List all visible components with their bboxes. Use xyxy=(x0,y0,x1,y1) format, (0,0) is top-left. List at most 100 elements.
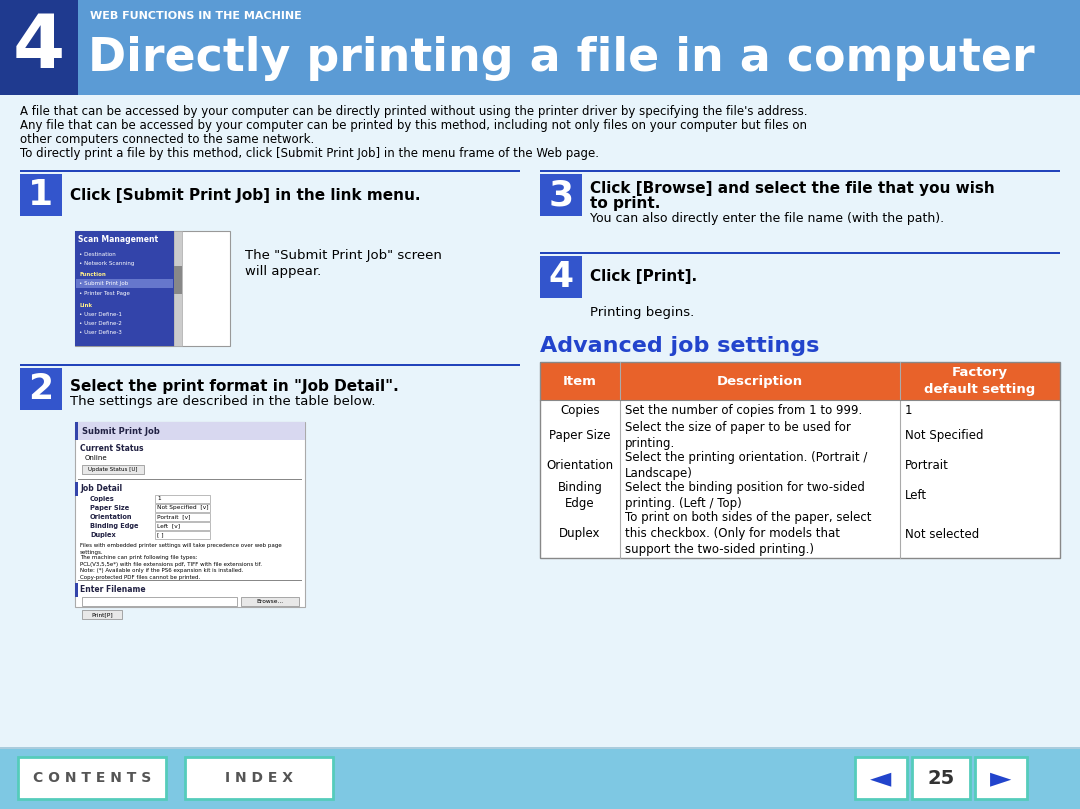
Text: Directly printing a file in a computer: Directly printing a file in a computer xyxy=(87,36,1035,81)
Text: Link: Link xyxy=(79,303,92,307)
Bar xyxy=(156,513,210,521)
Text: Files with embedded printer settings will take precedence over web page
settings: Files with embedded printer settings wil… xyxy=(80,543,282,555)
Text: Current Status: Current Status xyxy=(80,444,144,453)
Text: • User Define-2: • User Define-2 xyxy=(79,320,122,325)
Text: Print[P]: Print[P] xyxy=(91,612,113,617)
Text: Not Specified  [v]: Not Specified [v] xyxy=(157,505,208,510)
Text: 1: 1 xyxy=(157,496,161,501)
Bar xyxy=(156,522,210,530)
Text: Update Status [U]: Update Status [U] xyxy=(89,467,138,472)
Bar xyxy=(21,368,62,410)
Text: Not Specified: Not Specified xyxy=(905,429,984,442)
Bar xyxy=(0,747,1080,809)
Text: Copies: Copies xyxy=(90,496,114,502)
Bar xyxy=(82,465,144,474)
Text: will appear.: will appear. xyxy=(245,265,321,278)
Text: Advanced job settings: Advanced job settings xyxy=(540,336,820,356)
Bar xyxy=(174,265,183,294)
Text: other computers connected to the same network.: other computers connected to the same ne… xyxy=(21,133,314,146)
Text: ◄: ◄ xyxy=(870,764,892,792)
Bar xyxy=(540,252,1059,254)
Text: Click [Print].: Click [Print]. xyxy=(590,269,697,285)
Text: Duplex: Duplex xyxy=(90,532,116,538)
Text: Portrait: Portrait xyxy=(905,459,949,472)
Text: 4: 4 xyxy=(13,11,65,84)
Bar xyxy=(975,757,1027,799)
Text: Job Detail: Job Detail xyxy=(80,484,122,493)
Text: Factory
default setting: Factory default setting xyxy=(924,366,1036,396)
Text: Function: Function xyxy=(79,273,106,277)
Text: Not selected: Not selected xyxy=(905,527,980,540)
Text: Duplex: Duplex xyxy=(559,527,600,540)
Text: A file that can be accessed by your computer can be directly printed without usi: A file that can be accessed by your comp… xyxy=(21,105,808,118)
Bar xyxy=(21,174,62,216)
Bar xyxy=(82,610,122,619)
Text: The "Submit Print Job" screen: The "Submit Print Job" screen xyxy=(245,249,442,262)
Text: The machine can print following file types:
PCL(V3,5,5e*) with file extensions p: The machine can print following file typ… xyxy=(80,555,262,566)
Bar xyxy=(75,422,305,440)
Text: Paper Size: Paper Size xyxy=(550,429,611,442)
Text: • Network Scanning: • Network Scanning xyxy=(79,260,134,265)
Text: Select the print format in "Job Detail".: Select the print format in "Job Detail". xyxy=(70,379,399,394)
Bar xyxy=(21,170,519,172)
Text: Left: Left xyxy=(905,489,927,502)
Bar xyxy=(76,279,173,288)
Text: Orientation: Orientation xyxy=(546,459,613,472)
Bar xyxy=(540,480,1059,510)
Text: Left  [v]: Left [v] xyxy=(157,523,180,528)
Bar xyxy=(156,495,210,503)
Text: Scan Management: Scan Management xyxy=(78,235,158,244)
Bar xyxy=(75,231,230,346)
Bar xyxy=(540,450,1059,480)
Text: [ ]: [ ] xyxy=(157,532,164,537)
Text: To print on both sides of the paper, select
this checkbox. (Only for models that: To print on both sides of the paper, sel… xyxy=(625,511,872,557)
Text: Note: (*) Available only if the PS6 expansion kit is installed.
Copy-protected P: Note: (*) Available only if the PS6 expa… xyxy=(80,568,243,579)
Text: 4: 4 xyxy=(549,260,573,294)
Text: ►: ► xyxy=(990,764,1012,792)
Text: Description: Description xyxy=(717,375,804,388)
Text: Copies: Copies xyxy=(561,404,599,417)
Bar xyxy=(912,757,970,799)
Text: • Destination: • Destination xyxy=(79,252,116,256)
Text: • User Define-3: • User Define-3 xyxy=(79,329,122,334)
Text: Item: Item xyxy=(563,375,597,388)
Bar xyxy=(75,422,78,440)
Bar xyxy=(540,420,1059,450)
Text: WEB FUNCTIONS IN THE MACHINE: WEB FUNCTIONS IN THE MACHINE xyxy=(90,11,301,21)
Text: Click [Submit Print Job] in the link menu.: Click [Submit Print Job] in the link men… xyxy=(70,188,420,202)
Text: Select the printing orientation. (Portrait /
Landscape): Select the printing orientation. (Portra… xyxy=(625,451,867,480)
Text: Any file that can be accessed by your computer can be printed by this method, in: Any file that can be accessed by your co… xyxy=(21,119,807,132)
Text: The settings are described in the table below.: The settings are described in the table … xyxy=(70,395,376,408)
Text: Set the number of copies from 1 to 999.: Set the number of copies from 1 to 999. xyxy=(625,404,862,417)
Text: to print.: to print. xyxy=(590,196,660,211)
Bar xyxy=(0,747,1080,748)
Bar xyxy=(75,422,305,607)
Text: Binding
Edge: Binding Edge xyxy=(557,481,603,510)
Text: 25: 25 xyxy=(928,769,955,787)
Text: Browse...: Browse... xyxy=(256,599,284,604)
Bar xyxy=(855,757,907,799)
Bar xyxy=(75,583,78,597)
Text: Portrait  [v]: Portrait [v] xyxy=(157,514,190,519)
Bar xyxy=(75,482,78,496)
Bar xyxy=(174,231,183,346)
Bar xyxy=(185,757,333,799)
Bar xyxy=(540,256,582,298)
Text: I N D E X: I N D E X xyxy=(225,771,293,785)
Text: Enter Filename: Enter Filename xyxy=(80,585,146,594)
Text: Printing begins.: Printing begins. xyxy=(590,306,694,319)
Bar xyxy=(21,364,519,366)
Text: Paper Size: Paper Size xyxy=(90,505,130,511)
Text: Orientation: Orientation xyxy=(90,514,133,520)
Bar xyxy=(540,510,1059,558)
Text: Select the binding position for two-sided
printing. (Left / Top): Select the binding position for two-side… xyxy=(625,481,865,510)
Bar xyxy=(82,597,237,606)
Bar xyxy=(540,174,582,216)
Text: Submit Print Job: Submit Print Job xyxy=(82,426,160,435)
Bar xyxy=(0,95,1080,747)
Text: 1: 1 xyxy=(905,404,913,417)
Text: • User Define-1: • User Define-1 xyxy=(79,311,122,316)
Text: C O N T E N T S: C O N T E N T S xyxy=(32,771,151,785)
Text: 2: 2 xyxy=(28,372,54,406)
Bar xyxy=(0,0,1080,95)
